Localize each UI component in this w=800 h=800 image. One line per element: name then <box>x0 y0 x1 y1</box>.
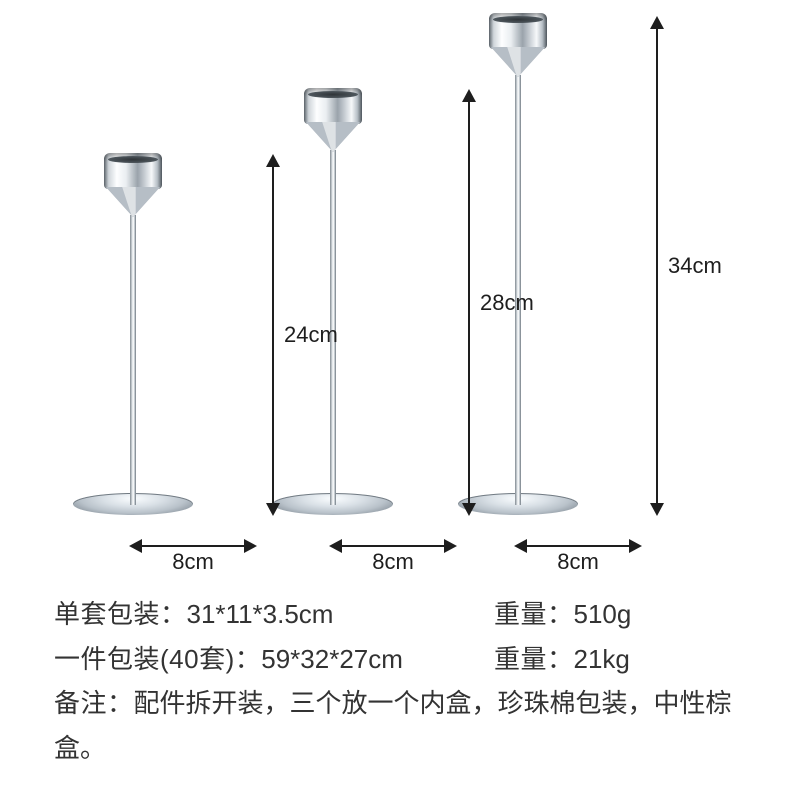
spec-key: 备注： <box>54 688 134 718</box>
holder-cup <box>104 153 162 217</box>
candle-holders-illustration: 8cm 8cm 8cm 24cm 28cm 34cm <box>68 35 758 555</box>
dimension-width-large: 8cm <box>515 533 641 559</box>
holder-stem <box>130 215 136 505</box>
dimension-label: 28cm <box>480 290 534 316</box>
spec-key: 单套包装： <box>54 599 187 629</box>
dimension-label: 8cm <box>372 549 414 575</box>
spec-value: 21kg <box>574 644 630 674</box>
dimension-label: 34cm <box>668 253 722 279</box>
dimension-label: 8cm <box>557 549 599 575</box>
spec-key: 重量： <box>494 644 574 674</box>
holder-cup <box>304 88 362 152</box>
dimension-height-medium: 28cm <box>462 90 476 515</box>
dimension-label: 24cm <box>284 322 338 348</box>
spec-remark-text: 配件拆开装，三个放一个内盒，珍珠棉包装，中性棕盒。 <box>54 688 732 763</box>
spec-value: 31*11*3.5cm <box>187 599 334 629</box>
product-spec-graphic: 8cm 8cm 8cm 24cm 28cm 34cm 单套包装：31*11*3.… <box>0 0 800 800</box>
spec-row-single-pack: 单套包装：31*11*3.5cm 重量：510g <box>54 592 746 637</box>
spec-value: 59*32*27cm <box>261 644 403 674</box>
holder-cup <box>489 13 547 77</box>
spec-key: 一件包装(40套)： <box>54 644 261 674</box>
dimension-width-medium: 8cm <box>330 533 456 559</box>
dimension-label: 8cm <box>172 549 214 575</box>
spec-key: 重量： <box>494 599 574 629</box>
dimension-height-large: 34cm <box>650 17 664 515</box>
spec-value: 510g <box>574 599 632 629</box>
spec-remark: 备注：配件拆开装，三个放一个内盒，珍珠棉包装，中性棕盒。 <box>54 681 746 770</box>
spec-row-case-pack: 一件包装(40套)：59*32*27cm 重量：21kg <box>54 637 746 682</box>
dimension-height-small: 24cm <box>266 155 280 515</box>
dimension-width-small: 8cm <box>130 533 256 559</box>
spec-info-block: 单套包装：31*11*3.5cm 重量：510g 一件包装(40套)：59*32… <box>54 592 746 771</box>
